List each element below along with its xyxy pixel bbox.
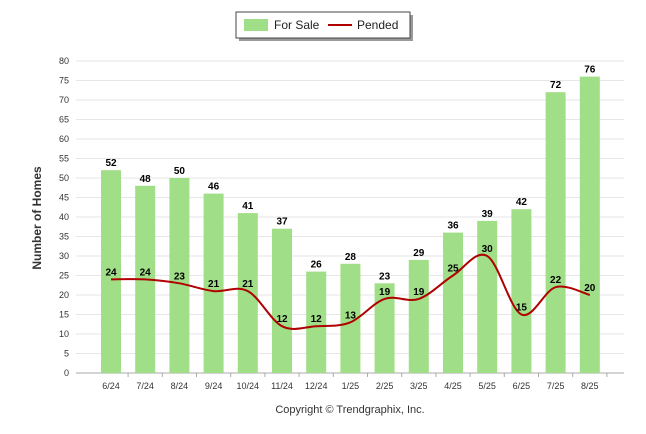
bar-value-label: 36 (447, 221, 459, 232)
legend: For Sale Pended (235, 11, 413, 41)
y-tick-label: 30 (59, 251, 69, 261)
x-tick-label: 7/24 (136, 381, 154, 391)
bar-for-sale (477, 220, 498, 373)
bars (101, 76, 600, 373)
pended-value-label: 12 (311, 314, 323, 325)
y-tick-label: 15 (59, 310, 69, 320)
bar-for-sale (272, 228, 292, 373)
x-tick-label: 6/24 (102, 381, 120, 391)
bar-value-label: 26 (311, 260, 323, 271)
y-tick-label: 35 (59, 232, 69, 242)
bar-value-label: 28 (345, 252, 357, 263)
x-tick-label: 1/25 (342, 381, 360, 391)
x-tick-label: 7/25 (547, 381, 565, 391)
pended-value-label: 20 (584, 283, 596, 294)
pended-value-label: 21 (242, 279, 254, 290)
pended-value-label: 30 (482, 244, 494, 255)
y-axis-title: Number of Homes (30, 166, 44, 270)
x-tick-label: 8/25 (581, 381, 599, 391)
y-tick-label: 50 (59, 173, 69, 183)
pended-value-label: 24 (140, 267, 152, 278)
pended-value-label: 12 (276, 314, 288, 325)
x-tick-label: 12/24 (305, 381, 328, 391)
legend-label-for-sale: For Sale (274, 18, 320, 32)
x-tick-label: 10/24 (237, 381, 260, 391)
y-axis-ticks: 0 5 10 15 20 25 30 35 40 45 50 55 60 65 70 75 80 (59, 56, 69, 378)
y-tick-label: 60 (59, 134, 69, 144)
bar-for-sale (306, 271, 327, 373)
bar-value-label: 23 (379, 271, 391, 282)
x-tick-label: 8/24 (171, 381, 189, 391)
pended-value-label: 24 (105, 267, 117, 278)
x-tick-label: 6/25 (513, 381, 531, 391)
x-tick-label: 3/25 (410, 381, 428, 391)
y-tick-label: 5 (64, 349, 69, 359)
bar-value-label: 52 (105, 158, 117, 169)
pended-line-group (110, 253, 591, 330)
pended-value-label: 25 (447, 264, 459, 275)
bar-for-sale (511, 209, 532, 373)
y-tick-label: 55 (59, 154, 69, 164)
y-tick-label: 80 (59, 56, 69, 66)
bar-value-label: 50 (174, 166, 186, 177)
bar-for-sale (237, 213, 258, 373)
y-tick-label: 75 (59, 76, 69, 86)
pended-value-label: 15 (516, 303, 528, 314)
bar-for-sale (203, 193, 224, 373)
bar-for-sale (101, 170, 121, 373)
copyright-text: Copyright © Trendgraphix, Inc. (275, 404, 424, 416)
bar-for-sale (169, 178, 190, 373)
y-tick-label: 70 (59, 95, 69, 105)
y-tick-label: 65 (59, 115, 69, 125)
bar-value-label: 46 (208, 182, 220, 193)
bar-value-label: 42 (516, 197, 528, 208)
data-labels: 52 48 50 46 41 37 26 28 23 29 36 39 42 72 76 24 24 23 21 21… (105, 65, 595, 326)
bar-value-label: 41 (242, 201, 254, 212)
bar-value-label: 37 (276, 217, 288, 228)
bar-value-label: 39 (482, 209, 494, 220)
x-tick-label: 9/24 (205, 381, 223, 391)
x-tick-label: 4/25 (444, 381, 462, 391)
bar-value-label: 48 (140, 174, 152, 185)
x-tick-label: 11/24 (271, 381, 293, 391)
bar-for-sale (579, 76, 600, 373)
bar-value-label: 76 (584, 65, 596, 76)
x-tick-label: 2/25 (376, 381, 394, 391)
pended-value-label: 21 (208, 279, 220, 290)
legend-swatch-for-sale (244, 19, 268, 31)
y-tick-label: 0 (64, 368, 69, 378)
pended-value-label: 19 (379, 287, 391, 298)
y-tick-label: 10 (59, 329, 69, 339)
pended-value-label: 19 (413, 287, 425, 298)
bar-value-label: 72 (550, 80, 562, 91)
bar-value-label: 29 (413, 248, 425, 259)
pended-line (110, 253, 591, 330)
y-tick-label: 20 (59, 290, 69, 300)
legend-label-pended: Pended (357, 18, 398, 32)
pended-value-label: 22 (550, 275, 562, 286)
bar-for-sale (340, 263, 361, 373)
y-tick-label: 40 (59, 212, 69, 222)
bar-for-sale (408, 259, 429, 373)
pended-value-label: 23 (174, 271, 186, 282)
bar-for-sale (443, 232, 463, 373)
y-tick-label: 45 (59, 193, 69, 203)
bar-for-sale (545, 92, 566, 373)
x-tick-label: 5/25 (478, 381, 496, 391)
bar-for-sale (374, 283, 395, 373)
x-axis-ticks: 6/24 7/24 8/24 9/24 10/24 11/24 12/24 1/25 2/25 3… (102, 373, 608, 391)
y-tick-label: 25 (59, 271, 69, 281)
pended-value-label: 13 (345, 310, 357, 321)
